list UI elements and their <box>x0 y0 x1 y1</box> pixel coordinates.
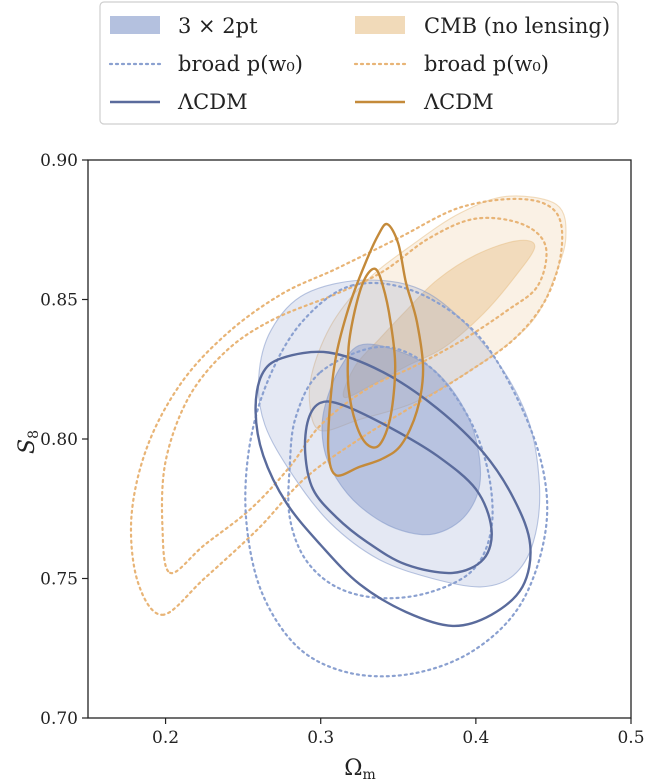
legend-frame <box>99 1 619 125</box>
x-tick-label: 0.5 <box>617 728 644 748</box>
legend-label-cmb: CMB (no lensing) <box>424 14 610 38</box>
x-axis-label: Ωm <box>344 756 376 781</box>
legend-swatch-cmb <box>355 16 405 34</box>
legend-label-blue-lcdm: ΛCDM <box>177 90 248 114</box>
tick-layer: 0.2 0.3 0.4 0.5 0.70 0.75 0.80 0.85 0.90 <box>40 151 644 748</box>
legend-label-blue-broad: broad p(w₀) <box>178 52 303 76</box>
y-tick-label: 0.85 <box>40 291 78 311</box>
legend-label-orange-broad: broad p(w₀) <box>424 52 549 76</box>
contour-solid-blue-68 <box>303 400 493 575</box>
y-tick-label: 0.75 <box>40 570 78 590</box>
legend-swatch-3x2pt <box>110 16 160 34</box>
legend-label-3x2pt: 3 × 2pt <box>178 14 258 38</box>
x-tick-label: 0.2 <box>152 728 179 748</box>
contour-dotted-orange-68 <box>160 216 548 575</box>
contour-dotted-orange-95 <box>129 197 564 616</box>
y-axis-label: S8 <box>15 430 42 454</box>
x-tick-label: 0.3 <box>307 728 334 748</box>
legend-label-orange-lcdm: ΛCDM <box>423 90 494 114</box>
contour-layer <box>129 195 567 678</box>
contour-solid-orange-68 <box>346 267 397 449</box>
y-tick-label: 0.70 <box>40 709 78 729</box>
contour-filled-orange-68 <box>342 239 536 399</box>
x-tick-label: 0.4 <box>462 728 489 748</box>
y-tick-label: 0.80 <box>40 430 78 450</box>
contour-solid-blue-95 <box>254 350 532 628</box>
legend: 3 × 2pt CMB (no lensing) broad p(w₀) bro… <box>99 1 619 125</box>
contour-solid-orange-95 <box>326 222 425 477</box>
contour-dotted-blue-95 <box>244 281 549 678</box>
y-tick-label: 0.90 <box>40 151 78 171</box>
